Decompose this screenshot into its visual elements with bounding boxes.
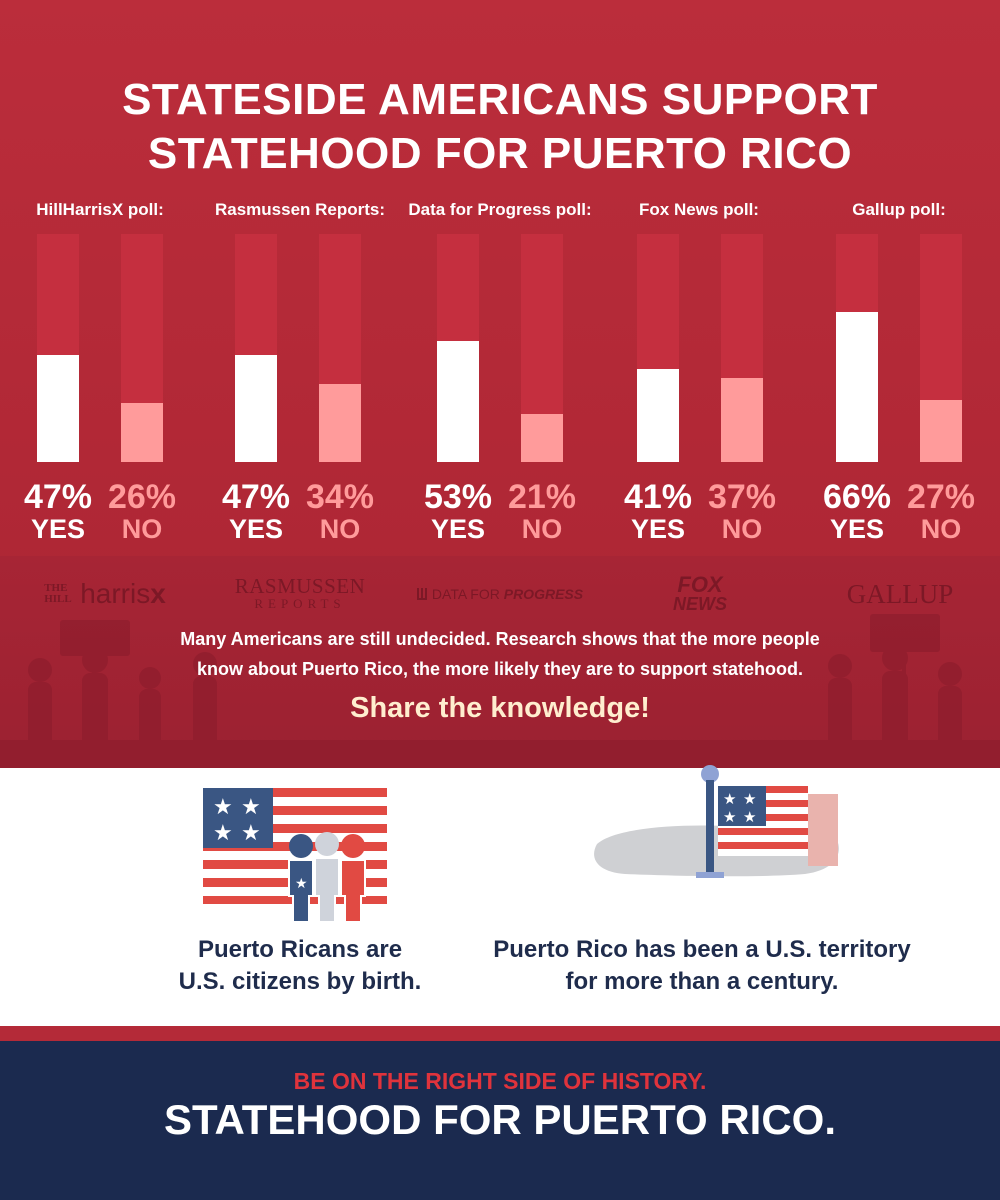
poll-name-label: HillHarrisX poll: bbox=[36, 200, 164, 219]
no-series-label: NO bbox=[121, 514, 163, 544]
fox-news-logo: FOX NEWS bbox=[673, 572, 727, 614]
svg-text:★: ★ bbox=[723, 808, 736, 826]
no-value-label: 27% bbox=[906, 478, 976, 516]
facts-panel: ★ ★ ★ ★ ★ ★ ★ ★ ★ Puerto Rica bbox=[0, 765, 1000, 1026]
svg-text:★: ★ bbox=[295, 876, 308, 892]
no-bar-track bbox=[521, 234, 563, 462]
note-line-2: know about Puerto Rico, the more likely … bbox=[196, 659, 804, 679]
divider-stripe bbox=[0, 1026, 1000, 1041]
yes-bar-track bbox=[235, 234, 277, 462]
yes-series-label: YES bbox=[228, 514, 284, 544]
poll-name-label: Gallup poll: bbox=[852, 200, 946, 219]
hill-harrisx-logo: THE HILL harrisx bbox=[44, 578, 166, 609]
yes-value-label: 47% bbox=[221, 478, 291, 516]
yes-series-label: YES bbox=[630, 514, 686, 544]
svg-text:★: ★ bbox=[213, 795, 233, 820]
no-bar bbox=[920, 400, 962, 462]
yes-bar bbox=[235, 354, 277, 462]
no-series-label: NO bbox=[319, 514, 361, 544]
data-for-progress-logo: DATA FOR PROGRESS bbox=[410, 574, 590, 614]
yes-value-label: 53% bbox=[423, 478, 493, 516]
no-value-label: 37% bbox=[707, 478, 777, 516]
yes-series-label: YES bbox=[30, 514, 86, 544]
gallup-logo: GALLUP bbox=[846, 578, 954, 609]
yes-series-label: YES bbox=[430, 514, 486, 544]
note-line-1: Many Americans are still undecided. Rese… bbox=[180, 629, 820, 649]
puerto-rico-flag-map-icon: ★ ★ ★ ★ bbox=[594, 765, 839, 878]
poll-name-label: Fox News poll: bbox=[639, 200, 759, 219]
yes-bar-track bbox=[637, 234, 679, 462]
footer-tagline: Be on the right side of history. bbox=[293, 1068, 707, 1094]
no-value-label: 21% bbox=[507, 478, 577, 516]
crowd-silhouette-illustration bbox=[0, 614, 1000, 768]
no-bar bbox=[319, 384, 361, 462]
yes-value-label: 41% bbox=[623, 478, 693, 516]
no-series-label: NO bbox=[521, 514, 563, 544]
yes-bar-track bbox=[836, 234, 878, 462]
fact-citizens: Puerto Ricans are U.S. citizens by birth… bbox=[150, 934, 450, 998]
yes-bar bbox=[637, 368, 679, 462]
yes-bar bbox=[437, 341, 479, 462]
yes-series-label: YES bbox=[829, 514, 885, 544]
yes-value-label: 66% bbox=[822, 478, 892, 516]
no-bar-track bbox=[920, 234, 962, 462]
fact-territory: Puerto Rico has been a U.S. territory fo… bbox=[470, 934, 934, 998]
footer-headline: Statehood for Puerto Rico. bbox=[163, 1096, 837, 1143]
no-value-label: 34% bbox=[305, 478, 375, 516]
no-bar bbox=[121, 402, 163, 462]
yes-bar bbox=[37, 354, 79, 462]
fact-territory-line-1: Puerto Rico has been a U.S. territory bbox=[493, 936, 911, 963]
yes-bar-track bbox=[437, 234, 479, 462]
svg-text:★: ★ bbox=[723, 790, 736, 808]
chart-title-line-1: Stateside Americans support bbox=[122, 75, 878, 124]
no-bar-track bbox=[319, 234, 361, 462]
svg-text:★: ★ bbox=[743, 790, 756, 808]
no-bar bbox=[721, 377, 763, 462]
no-bar bbox=[521, 414, 563, 462]
citizens-flag-people-icon: ★ ★ ★ ★ ★ bbox=[203, 788, 387, 923]
undecided-note: Many Americans are still undecided. Rese… bbox=[0, 624, 1000, 684]
chart-title-line-2: statehood for Puerto Rico bbox=[147, 129, 853, 178]
no-bar-track bbox=[121, 234, 163, 462]
footer-panel bbox=[0, 1041, 1000, 1200]
fact-citizens-line-2: U.S. citizens by birth. bbox=[178, 968, 422, 995]
rasmussen-logo: RASMUSSEN REPORTS bbox=[234, 574, 366, 612]
share-heading: Share the knowledge! bbox=[350, 692, 650, 724]
no-series-label: NO bbox=[721, 514, 763, 544]
yes-bar bbox=[836, 311, 878, 462]
yes-value-label: 47% bbox=[23, 478, 93, 516]
logo-band bbox=[0, 556, 1000, 768]
no-value-label: 26% bbox=[107, 478, 177, 516]
poll-name-label: Data for Progress poll: bbox=[408, 200, 592, 219]
svg-text:★: ★ bbox=[213, 821, 233, 846]
fact-territory-line-2: for more than a century. bbox=[565, 968, 839, 995]
no-series-label: NO bbox=[920, 514, 962, 544]
fact-citizens-line-1: Puerto Ricans are bbox=[197, 936, 403, 963]
poll-name-label: Rasmussen Reports: bbox=[214, 200, 386, 219]
svg-text:★: ★ bbox=[743, 808, 756, 826]
svg-text:★: ★ bbox=[241, 795, 261, 820]
svg-text:★: ★ bbox=[241, 821, 261, 846]
no-bar-track bbox=[721, 234, 763, 462]
yes-bar-track bbox=[37, 234, 79, 462]
